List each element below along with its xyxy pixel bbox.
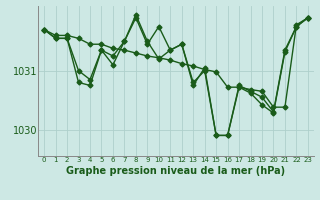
X-axis label: Graphe pression niveau de la mer (hPa): Graphe pression niveau de la mer (hPa) [67, 166, 285, 176]
